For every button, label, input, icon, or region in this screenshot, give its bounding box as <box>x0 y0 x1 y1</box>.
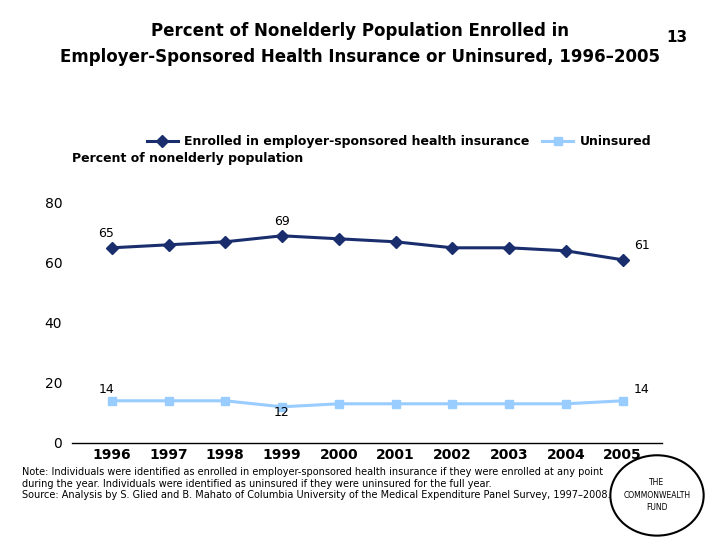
Text: Employer-Sponsored Health Insurance or Uninsured, 1996–2005: Employer-Sponsored Health Insurance or U… <box>60 48 660 66</box>
Text: 14: 14 <box>98 383 114 396</box>
Text: 65: 65 <box>98 227 114 240</box>
Text: THE
COMMONWEALTH
FUND: THE COMMONWEALTH FUND <box>624 478 690 512</box>
Text: Note: Individuals were identified as enrolled in employer-sponsored health insur: Note: Individuals were identified as enr… <box>22 467 610 500</box>
Text: 12: 12 <box>274 406 290 419</box>
Text: Percent of nonelderly population: Percent of nonelderly population <box>72 152 303 165</box>
Legend: Enrolled in employer-sponsored health insurance, Uninsured: Enrolled in employer-sponsored health in… <box>142 131 656 153</box>
Text: 61: 61 <box>634 239 649 252</box>
Text: 14: 14 <box>634 383 649 396</box>
Text: 69: 69 <box>274 215 290 228</box>
Text: 13: 13 <box>667 30 688 45</box>
Text: Percent of Nonelderly Population Enrolled in: Percent of Nonelderly Population Enrolle… <box>151 23 569 40</box>
